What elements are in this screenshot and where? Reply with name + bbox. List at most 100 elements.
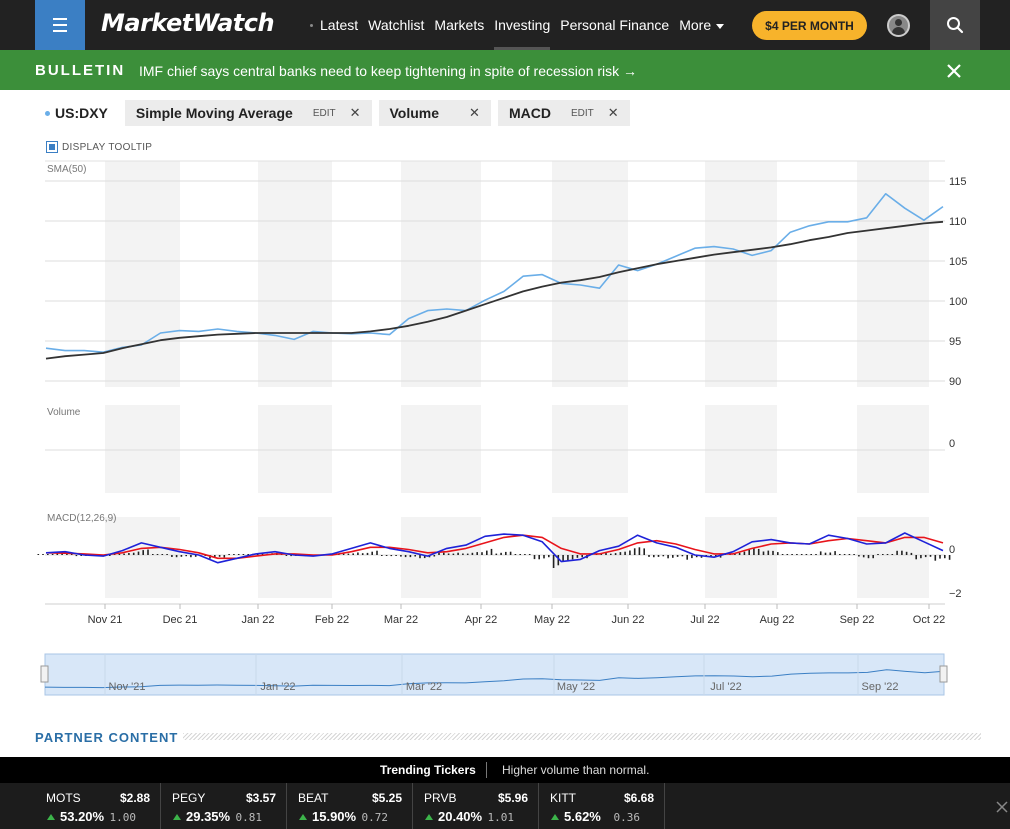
- histogram-bar: [562, 555, 564, 562]
- histogram-bar: [443, 552, 445, 555]
- ticker-change: 20.40%: [425, 809, 482, 824]
- histogram-bar: [385, 555, 388, 556]
- histogram-bar: [371, 551, 373, 555]
- histogram-bar: [137, 551, 140, 555]
- histogram-bar: [233, 554, 235, 555]
- histogram-bar: [128, 553, 130, 555]
- histogram-bar: [643, 548, 645, 555]
- month-band: [401, 405, 481, 493]
- ticker-volume: 1.01: [487, 811, 515, 824]
- histogram-bar: [228, 554, 230, 555]
- bulletin-headline-link[interactable]: IMF chief says central banks need to kee…: [139, 63, 638, 79]
- search-button[interactable]: [930, 0, 980, 50]
- close-icon[interactable]: [945, 62, 963, 80]
- histogram-bar: [691, 555, 693, 559]
- histogram-bar: [848, 554, 851, 555]
- histogram-bar: [757, 548, 760, 555]
- histogram-bar: [667, 555, 669, 559]
- price-series-line: [45, 192, 944, 353]
- nav-item-investing[interactable]: Investing: [494, 0, 551, 50]
- month-band: [705, 517, 777, 598]
- histogram-bar: [180, 555, 183, 557]
- divider: [486, 762, 487, 778]
- ticker-card[interactable]: BEAT $5.25 15.90% 0.72: [287, 783, 413, 829]
- histogram-bar: [934, 555, 937, 561]
- histogram-bar: [681, 555, 684, 557]
- histogram-bar: [519, 554, 521, 555]
- remove-study-button[interactable]: ✕: [469, 105, 480, 120]
- histogram-bar: [490, 548, 493, 555]
- histogram-bar: [805, 554, 808, 555]
- month-band: [705, 161, 777, 387]
- histogram-bar: [404, 555, 407, 558]
- nav-item-personal-finance[interactable]: Personal Finance: [560, 17, 670, 33]
- histogram-bar: [132, 552, 135, 555]
- histogram-bar: [66, 553, 68, 555]
- ticker-card[interactable]: PEGY $3.57 29.35% 0.81: [161, 783, 287, 829]
- close-icon[interactable]: [996, 801, 1008, 813]
- pane-label: Volume: [47, 407, 81, 418]
- x-tick-label: Aug 22: [760, 614, 795, 626]
- ticker-volume: 0.81: [235, 811, 263, 824]
- edit-study-button[interactable]: EDIT: [312, 107, 336, 119]
- edit-study-button[interactable]: EDIT: [570, 107, 594, 119]
- ticker-card[interactable]: KITT $6.68 5.62% 0.36: [539, 783, 665, 829]
- nav-item-more[interactable]: More: [679, 0, 725, 50]
- nav-item-latest[interactable]: Latest: [320, 17, 359, 33]
- sma-series-line: [45, 220, 944, 360]
- x-tick-label: Mar 22: [384, 614, 418, 626]
- histogram-bar: [886, 554, 889, 555]
- checkbox[interactable]: [46, 141, 58, 153]
- trending-tickers-bar: Trending Tickers Higher volume than norm…: [0, 757, 1010, 829]
- month-band: [401, 161, 481, 387]
- histogram-bar: [548, 555, 550, 558]
- y-tick-label: 100: [949, 296, 967, 308]
- month-band: [105, 405, 180, 493]
- user-account-button[interactable]: [887, 14, 910, 37]
- histogram-bar: [352, 553, 354, 555]
- up-arrow-icon: [299, 813, 307, 820]
- hamburger-icon: [53, 18, 67, 20]
- histogram-bar: [147, 549, 149, 555]
- remove-study-button[interactable]: ✕: [349, 105, 361, 120]
- nav-item-markets[interactable]: Markets: [434, 17, 485, 33]
- ticker-card[interactable]: PRVB $5.96 20.40% 1.01: [413, 783, 539, 829]
- ticker-change-value: 5.62%: [564, 809, 601, 824]
- histogram-bar: [834, 551, 836, 555]
- nav-item-watchlist[interactable]: Watchlist: [368, 17, 425, 33]
- subscribe-button[interactable]: $4 PER MONTH: [752, 11, 867, 40]
- histogram-bar: [939, 555, 941, 559]
- navigator-range: [44, 653, 945, 696]
- month-band: [857, 161, 929, 387]
- histogram-bar: [223, 555, 226, 558]
- ticker-price: $2.88: [119, 791, 150, 805]
- display-tooltip-toggle[interactable]: DISPLAY TOOLTIP: [46, 141, 152, 153]
- ticker-card[interactable]: MOTS $2.88 53.20% 1.00: [35, 783, 161, 829]
- histogram-bar: [390, 555, 393, 557]
- histogram-bar: [285, 555, 288, 556]
- histogram-bar: [777, 552, 779, 555]
- site-logo[interactable]: MarketWatch: [101, 9, 275, 37]
- navigator-handle[interactable]: [939, 665, 948, 683]
- series-color-dot: [45, 110, 50, 116]
- histogram-bar: [781, 554, 784, 555]
- y-tick-label: 0: [949, 544, 955, 556]
- histogram-bar: [657, 555, 660, 557]
- histogram-bar: [419, 555, 421, 559]
- remove-study-button[interactable]: ✕: [607, 105, 619, 120]
- histogram-bar: [166, 554, 168, 555]
- x-tick-label: Sep 22: [840, 614, 875, 626]
- histogram-bar: [948, 555, 951, 560]
- price-chart[interactable]: 115 110 105 100 95 90 SMA(50) Volume 0 MACD(12,26…: [0, 150, 1010, 710]
- hamburger-menu-button[interactable]: [35, 0, 85, 50]
- bulletin-banner: BULLETIN IMF chief says central banks ne…: [0, 50, 1010, 90]
- histogram-bar: [638, 547, 641, 555]
- navigator-handle[interactable]: [40, 665, 49, 683]
- navigator-tick-label: Jan '22: [260, 681, 295, 693]
- histogram-bar: [877, 554, 879, 555]
- histogram-bar: [161, 554, 164, 555]
- search-icon: [947, 17, 964, 34]
- histogram-bar: [896, 550, 898, 555]
- ticker-volume: 0.36: [613, 811, 641, 824]
- partner-content-label: PARTNER CONTENT: [35, 730, 179, 745]
